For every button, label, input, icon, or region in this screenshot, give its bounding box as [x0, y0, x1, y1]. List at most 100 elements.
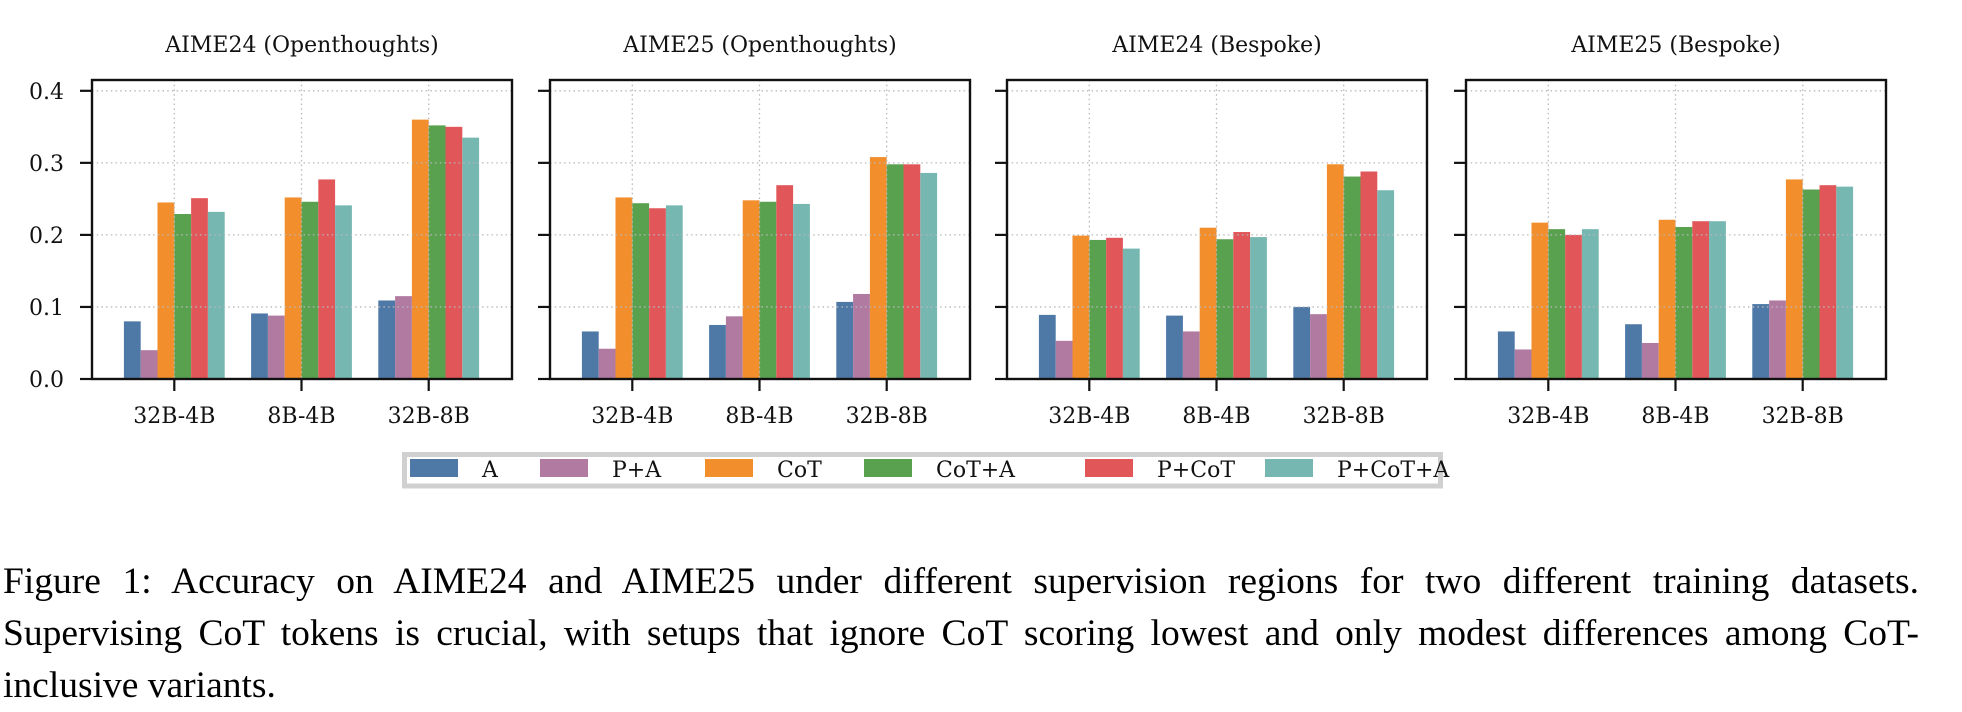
bar-cotplus-a-8b-4b: [1675, 226, 1693, 379]
bar-cot-32b-4b: [615, 197, 633, 379]
bar-a-8b-4b: [251, 313, 268, 379]
legend-label: A: [481, 458, 499, 483]
bar-pplus-cot-32b-4b: [1565, 234, 1582, 379]
bar-cot-32b-4b: [157, 202, 175, 379]
x-tick-label: 8B-4B: [1641, 404, 1709, 429]
bar-cotplus-a-8b-4b: [1216, 239, 1234, 379]
x-tick-label: 32B-4B: [591, 404, 673, 429]
bar-a-32b-4b: [1497, 331, 1515, 379]
bar-pplus-a-32b-8b: [1310, 314, 1327, 379]
legend-item: P+CoT: [1085, 458, 1235, 483]
y-tick-label: 0.2: [29, 224, 64, 249]
bar-cotplus-a-32b-8b: [1343, 176, 1361, 379]
bar-cotplus-a-32b-4b: [174, 214, 192, 379]
x-tick-label: 32B-4B: [1507, 404, 1589, 429]
bar-pplus-cotplus-a-32b-8b: [1836, 186, 1854, 379]
bar-pplus-cotplus-a-32b-8b: [920, 172, 938, 379]
bar-pplus-a-32b-8b: [1769, 300, 1786, 379]
bar-pplus-cot-32b-4b: [191, 198, 208, 379]
x-tick-label: 8B-4B: [1182, 404, 1250, 429]
legend-swatch: [864, 459, 912, 477]
bar-pplus-a-8b-4b: [1182, 331, 1200, 379]
grid: [1466, 80, 1886, 379]
bar-pplus-cotplus-a-32b-8b: [462, 137, 480, 379]
figure-chart: AIME24 (Openthoughts) 0.0 0.1 0.2 0.3 0.4 32B-…: [29, 33, 1888, 489]
bar-cotplus-a-32b-8b: [1802, 189, 1820, 379]
panel-title: AIME24 (Bespoke): [1111, 33, 1321, 58]
bar-pplus-cotplus-a-32b-4b: [1122, 248, 1140, 379]
bar-cotplus-a-32b-4b: [1548, 229, 1566, 379]
y-tick-label: 0.0: [29, 368, 64, 393]
bar-pplus-cotplus-a-8b-4b: [793, 203, 810, 379]
panel-title: AIME24 (Openthoughts): [164, 33, 438, 58]
bar-a-32b-4b: [1038, 314, 1056, 379]
bar-a-8b-4b: [1166, 315, 1183, 379]
panel-title: AIME25 (Bespoke): [1570, 33, 1780, 58]
legend-swatch: [410, 459, 458, 477]
grid: [550, 80, 970, 379]
legend-label: CoT: [777, 458, 822, 483]
bar-pplus-cot-8b-4b: [1233, 232, 1251, 379]
grid: [92, 80, 512, 379]
bar-a-32b-8b: [378, 300, 396, 379]
bar-pplus-cot-32b-8b: [445, 126, 463, 379]
bar-pplus-cotplus-a-32b-8b: [1377, 190, 1395, 379]
bars: [123, 119, 480, 379]
legend: A P+A CoT CoT+A P+CoT P+CoT+A: [402, 452, 1450, 489]
x-tick-label: 8B-4B: [267, 404, 335, 429]
bar-a-32b-8b: [1293, 306, 1311, 379]
bar-pplus-a-32b-4b: [1514, 349, 1532, 379]
bar-cot-32b-4b: [1072, 235, 1090, 379]
bar-cot-8b-4b: [284, 197, 302, 379]
panel-1: AIME24 (Openthoughts) 0.0 0.1 0.2 0.3 0.4 32B-…: [29, 33, 514, 429]
bar-cot-32b-8b: [869, 157, 887, 379]
bar-a-32b-4b: [123, 321, 141, 379]
legend-item: CoT+A: [864, 458, 1016, 483]
bar-pplus-cot-32b-4b: [649, 208, 666, 379]
bar-a-8b-4b: [1625, 324, 1642, 379]
legend-label: P+CoT+A: [1337, 458, 1450, 483]
panel-3: AIME24 (Bespoke) 32B-4B 8B-4B 32B-8B: [995, 33, 1429, 429]
bar-cotplus-a-32b-8b: [428, 125, 446, 379]
bar-pplus-a-32b-8b: [853, 293, 870, 379]
bar-a-32b-8b: [1752, 304, 1770, 379]
bar-pplus-cotplus-a-32b-4b: [1581, 229, 1599, 379]
bars: [581, 157, 938, 379]
bar-pplus-cotplus-a-32b-4b: [665, 205, 683, 379]
x-tick-label: 32B-8B: [1762, 404, 1844, 429]
panel-4: AIME25 (Bespoke) 32B-4B 8B-4B 32B-8B: [1454, 33, 1888, 429]
legend-swatch: [1085, 459, 1133, 477]
bar-pplus-a-8b-4b: [267, 315, 285, 379]
bar-pplus-cotplus-a-8b-4b: [1709, 221, 1726, 379]
bar-cotplus-a-8b-4b: [759, 201, 777, 379]
bar-pplus-a-32b-8b: [395, 296, 412, 379]
bar-a-32b-4b: [581, 331, 599, 379]
legend-item: A: [410, 458, 499, 483]
bar-pplus-cot-8b-4b: [1692, 221, 1710, 379]
legend-swatch: [1265, 459, 1313, 477]
bar-pplus-a-8b-4b: [725, 316, 743, 379]
legend-label: CoT+A: [936, 458, 1016, 483]
legend-swatch: [540, 459, 588, 477]
y-tick-label: 0.1: [29, 296, 64, 321]
bars: [1497, 179, 1854, 379]
bar-pplus-a-32b-4b: [1055, 340, 1073, 379]
bars: [1038, 164, 1395, 379]
bar-pplus-cotplus-a-32b-4b: [207, 211, 225, 379]
bar-pplus-cot-32b-8b: [903, 164, 921, 379]
bar-cot-32b-8b: [1785, 179, 1803, 379]
bar-cotplus-a-32b-4b: [632, 203, 650, 379]
legend-label: P+CoT: [1157, 458, 1235, 483]
x-tick-label: 32B-8B: [388, 404, 470, 429]
bar-cot-8b-4b: [1658, 219, 1676, 379]
bar-pplus-cot-32b-8b: [1819, 185, 1837, 379]
bar-pplus-cotplus-a-8b-4b: [335, 205, 352, 379]
bar-pplus-cot-8b-4b: [776, 185, 794, 379]
bar-cot-8b-4b: [1199, 227, 1217, 379]
grid: [1007, 80, 1427, 379]
legend-swatch: [705, 459, 753, 477]
y-tick-label: 0.3: [29, 152, 64, 177]
legend-item: CoT: [705, 458, 822, 483]
bar-pplus-cot-32b-8b: [1360, 171, 1378, 379]
legend-label: P+A: [612, 458, 662, 483]
